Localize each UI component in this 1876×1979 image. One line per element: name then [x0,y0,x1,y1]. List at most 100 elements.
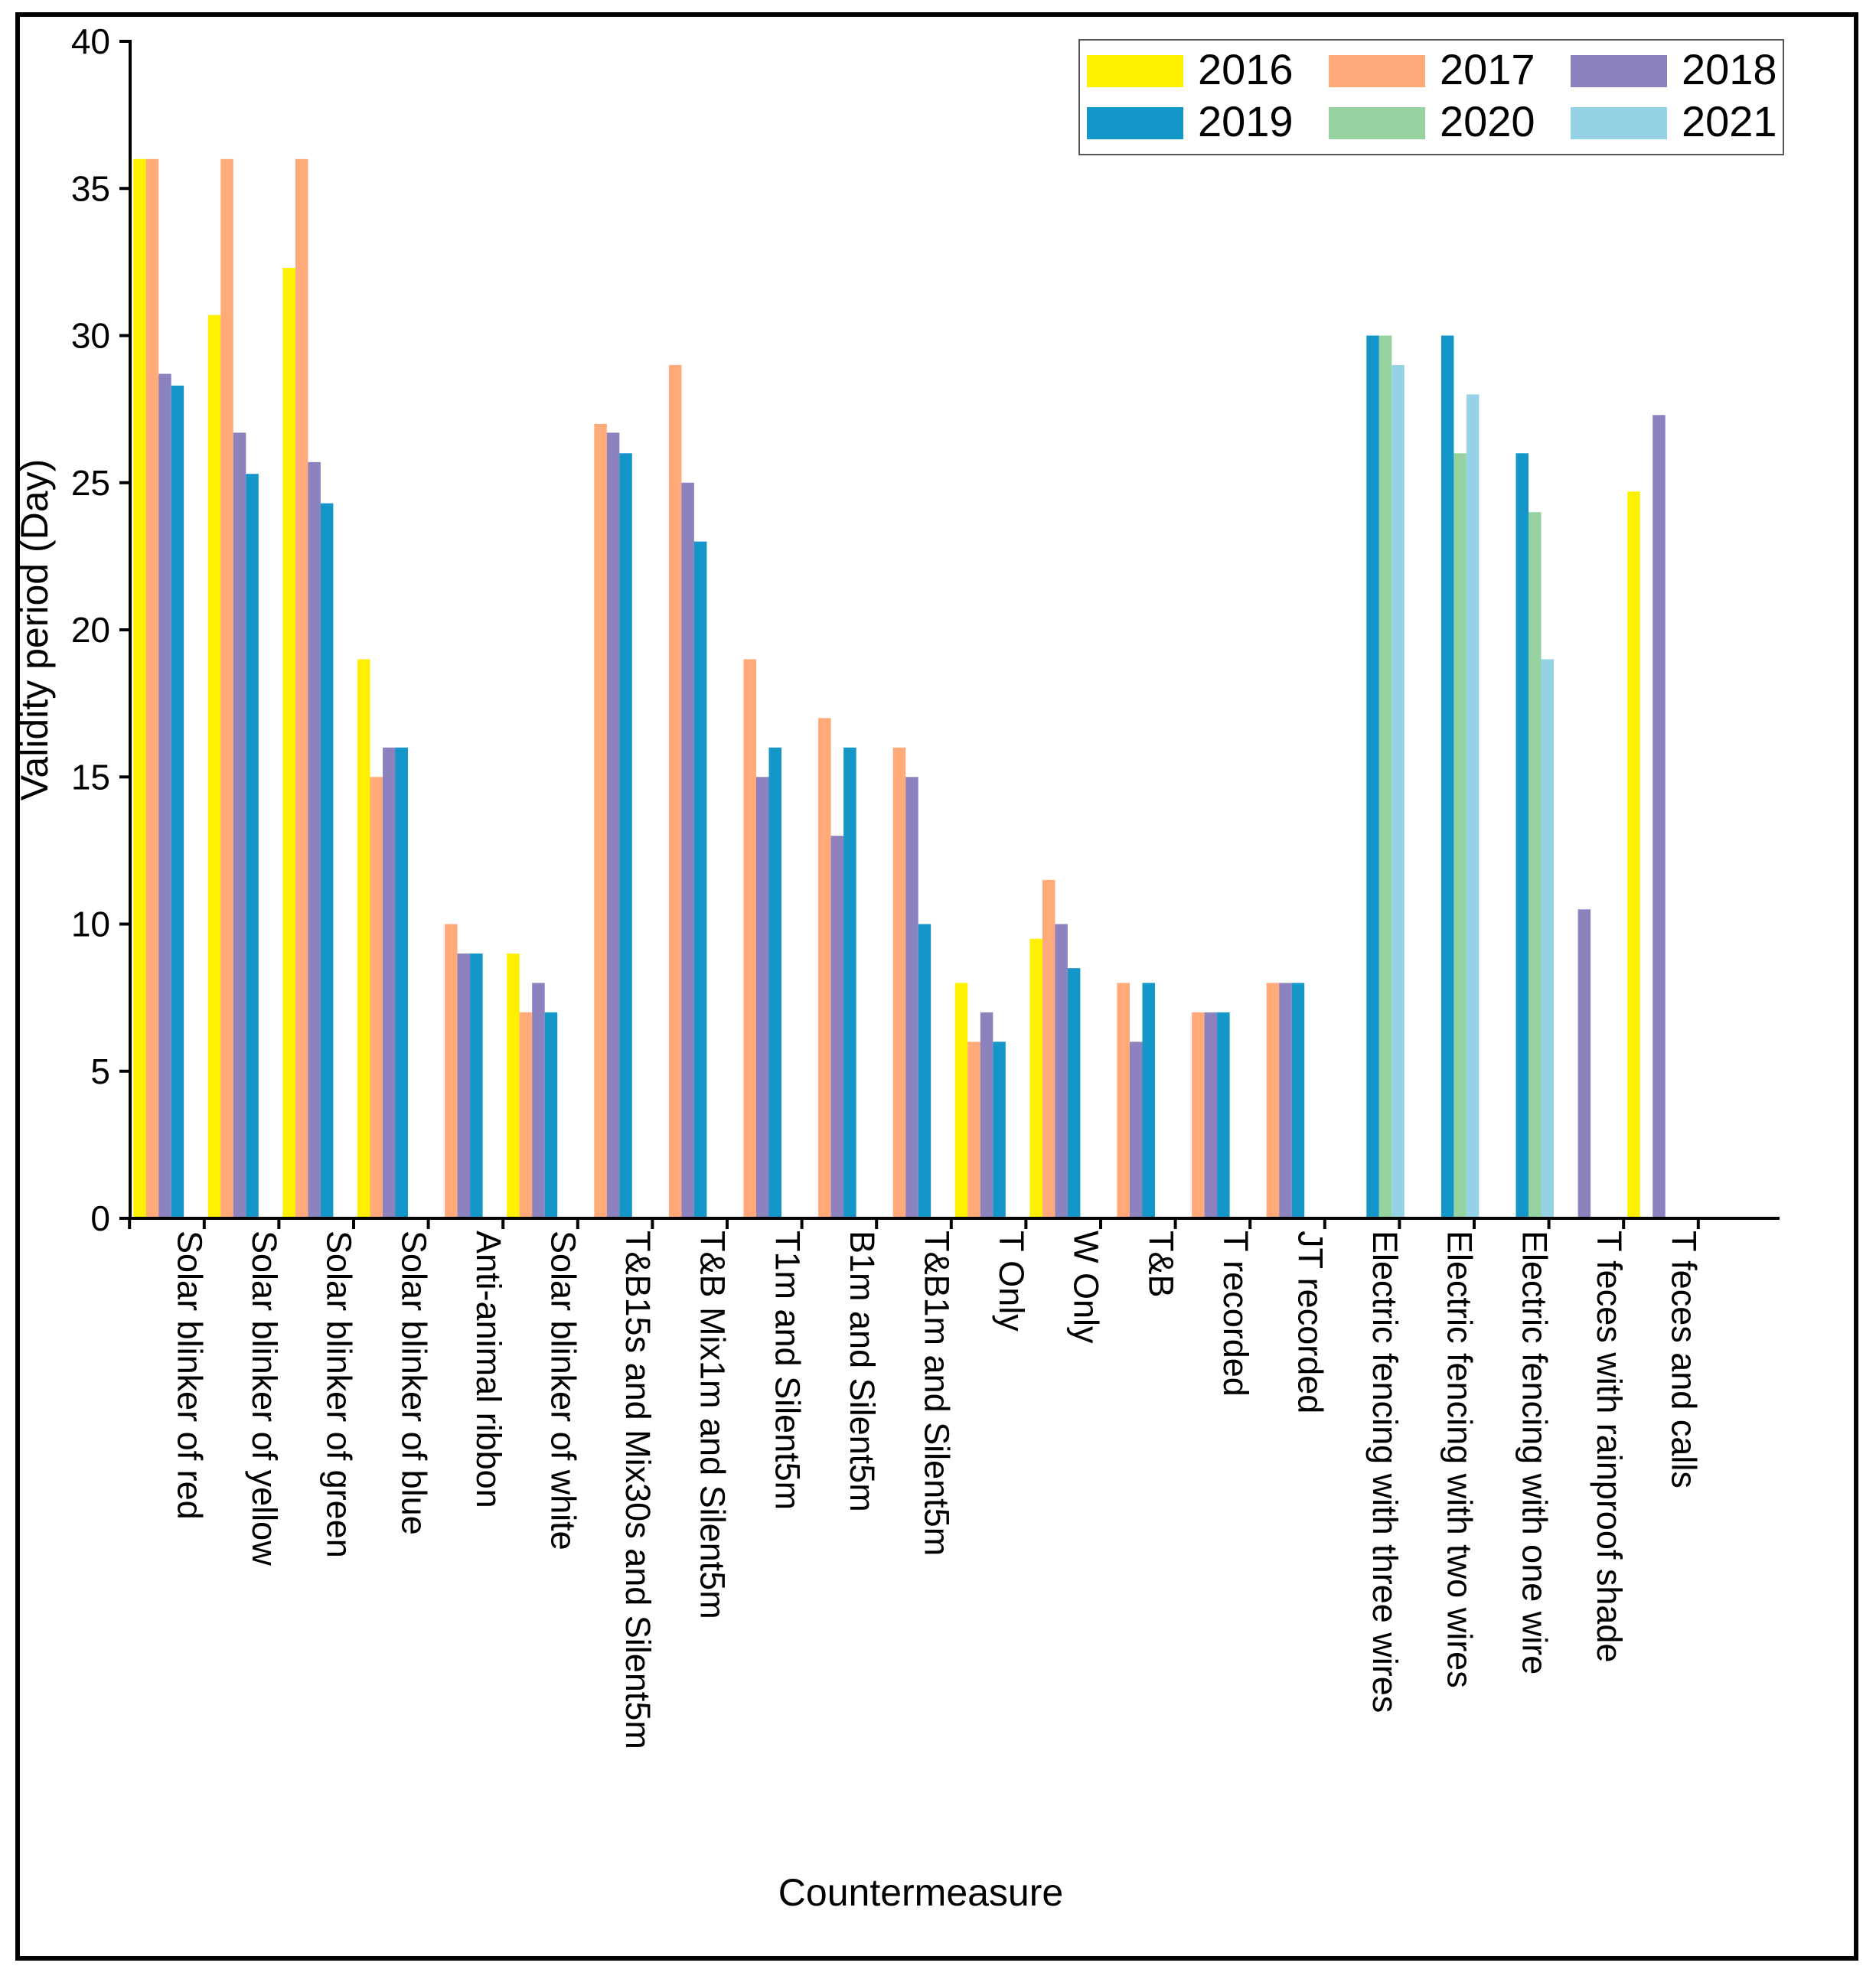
bar-2017-t1m-and-silent5m [743,659,756,1218]
bar-2016-w-only [1029,938,1042,1218]
bar-2016-t-only [954,983,968,1218]
category-label: Solar blinker of blue [394,1231,433,1535]
bar-2018-solar-blinker-of-green [308,461,321,1218]
y-tick-label: 30 [71,316,110,356]
category-labels-group: Solar blinker of red Solar blinker of yel… [171,1231,1704,1749]
bar-2018-solar-blinker-of-yellow [233,432,246,1218]
category-label: T Only [992,1231,1031,1332]
category-label: B1m and Silent5m [843,1231,882,1512]
legend-swatch-2018 [1571,55,1667,87]
category-label: T feces with rainproof shade [1590,1231,1629,1662]
bar-2019-electric-fencing-with-one-wire [1515,453,1529,1218]
bar-2018-t-recorded [1204,1012,1218,1218]
bar-2019-anti-animal-ribbon [470,953,483,1218]
bar-2016-solar-blinker-of-white [507,953,520,1218]
bar-2021-electric-fencing-with-two-wires [1466,394,1480,1218]
bar-2019-t-recorded [1217,1012,1230,1218]
bar-2016-solar-blinker-of-blue [357,659,370,1218]
bar-2019-solar-blinker-of-white [544,1012,558,1218]
bar-2017-t-recorded [1192,1012,1205,1218]
bar-2018-solar-blinker-of-red [158,373,171,1218]
bar-2017-tandb [1117,983,1130,1218]
y-axis-title: Validity period (Day) [13,459,56,800]
bar-2016-solar-blinker-of-yellow [207,315,221,1219]
bar-2016-t-feces-and-calls [1627,491,1640,1218]
bar-2018-solar-blinker-of-blue [383,747,396,1218]
legend-swatch-2016 [1087,55,1183,87]
bar-2018-t-feces-with-rainproof-shade [1577,909,1591,1218]
category-label: T&B1m and Silent5m [918,1231,957,1556]
bars-group [133,158,1666,1219]
bar-2016-solar-blinker-of-red [133,158,146,1218]
bar-2017-tandb-mix1m-and-silent5m [668,364,682,1219]
bar-2019-electric-fencing-with-two-wires [1440,335,1454,1218]
category-label: T&B Mix1m and Silent5m [693,1231,732,1619]
y-tick-label: 10 [71,905,110,944]
legend-label-2019: 2019 [1198,97,1294,145]
category-label: T recorded [1216,1231,1255,1397]
y-tick-label: 35 [71,168,110,208]
category-label: JT recorded [1291,1231,1330,1413]
bar-2019-tandb1m-and-silent5m [918,924,931,1218]
y-tick-label: 5 [90,1051,110,1091]
bar-2018-solar-blinker-of-white [532,983,545,1218]
bar-2018-jt-recorded [1279,983,1292,1218]
bar-2020-electric-fencing-with-one-wire [1529,512,1542,1218]
bar-2019-w-only [1067,968,1081,1218]
legend-label-2016: 2016 [1198,45,1294,93]
category-label: Electric fencing with one wire [1515,1231,1554,1674]
legend-label-2020: 2020 [1440,97,1535,145]
category-label: Solar blinker of red [171,1231,210,1520]
y-ticks-group: 0 5 10 15 20 25 30 35 40 [71,21,130,1238]
category-label: T&B [1141,1231,1180,1298]
bar-2017-jt-recorded [1266,983,1280,1218]
category-label: Solar blinker of yellow [245,1231,284,1566]
category-label: Electric fencing with two wires [1440,1231,1480,1688]
bar-2019-b1m-and-silent5m [843,747,856,1218]
bar-2017-anti-animal-ribbon [445,924,458,1218]
bar-2019-t1m-and-silent5m [768,747,781,1218]
bar-2018-t-feces-and-calls [1653,415,1666,1219]
category-label: T1m and Silent5m [768,1231,807,1510]
legend-swatch-2017 [1329,55,1425,87]
bar-2019-solar-blinker-of-yellow [246,474,259,1218]
bar-2019-solar-blinker-of-blue [395,747,408,1218]
category-label: T&B15s and Mix30s and Silent5m [618,1231,657,1749]
bar-2018-w-only [1055,924,1068,1218]
legend-label-2017: 2017 [1440,45,1535,93]
legend-label-2018: 2018 [1682,45,1777,93]
category-label: Anti-animal ribbon [469,1231,508,1508]
bar-2016-solar-blinker-of-green [282,268,295,1219]
legend-swatch-2020 [1329,107,1425,139]
y-tick-label: 40 [71,21,110,61]
bar-2017-solar-blinker-of-white [519,1012,533,1218]
y-tick-label: 0 [90,1198,110,1238]
bar-2019-tandb15s-and-mix30s-and-silent5m [619,453,632,1218]
bar-2018-tandb15s-and-mix30s-and-silent5m [606,432,620,1218]
category-label: Solar blinker of green [320,1231,359,1558]
bar-2020-electric-fencing-with-two-wires [1453,453,1467,1218]
bar-2018-anti-animal-ribbon [457,953,471,1218]
x-ticks-group [128,1218,1700,1229]
bar-2018-t1m-and-silent5m [756,777,769,1218]
bar-2017-solar-blinker-of-yellow [220,158,233,1218]
x-axis-title: Countermeasure [778,1871,1063,1914]
bar-2020-electric-fencing-with-three-wires [1378,335,1392,1218]
bar-2018-b1m-and-silent5m [830,836,844,1218]
bar-2021-electric-fencing-with-one-wire [1541,659,1554,1218]
y-tick-label: 15 [71,757,110,797]
bar-2019-tandb [1142,983,1155,1218]
legend-swatch-2021 [1571,107,1667,139]
legend: 2016 2017 2018 2019 2020 2021 [1078,39,1784,155]
bar-2017-tandb15s-and-mix30s-and-silent5m [594,423,607,1218]
bar-2019-t-only [993,1042,1006,1218]
bar-2018-tandb-mix1m-and-silent5m [681,482,694,1218]
legend-swatch-2019 [1087,107,1183,139]
bar-2017-solar-blinker-of-green [295,158,308,1218]
category-label: T feces and calls [1665,1231,1704,1488]
bar-2019-tandb-mix1m-and-silent5m [693,541,707,1218]
y-tick-label: 25 [71,463,110,503]
bar-2017-b1m-and-silent5m [818,718,831,1218]
bar-2017-t-only [967,1042,980,1218]
